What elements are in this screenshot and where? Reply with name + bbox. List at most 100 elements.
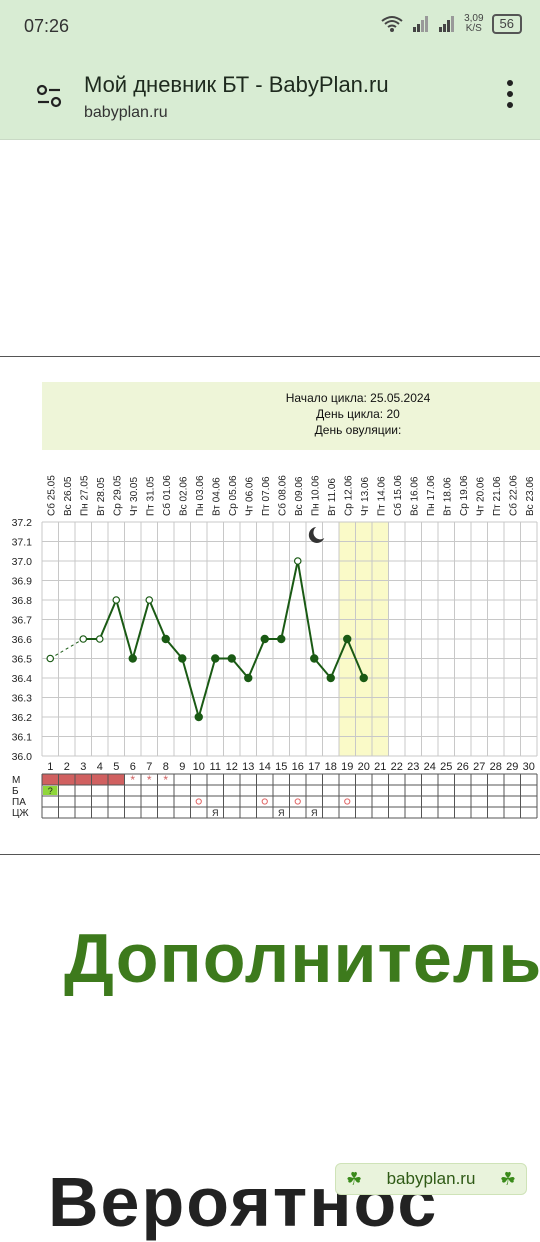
date-label: Чт 20.06 [475,477,486,516]
y-tick-label: 36.5 [12,654,33,666]
day-number: 5 [113,761,119,773]
section-heading: Дополнитель [64,919,540,997]
menses-bar [42,774,125,785]
more-options-icon[interactable] [502,80,518,114]
status-bar: 07:26 3,09 K/S 56 [0,0,540,54]
divider-bottom [0,854,540,855]
day-number: 28 [490,761,502,773]
date-label: Вс 02.06 [178,476,189,516]
y-tick-label: 36.9 [12,576,33,588]
pa-mark-icon [195,798,202,805]
date-label: Сб 22.06 [507,475,519,516]
day-number: 1 [47,761,53,773]
date-label: Сб 15.06 [392,475,404,516]
temp-segment [280,560,299,640]
date-label: Пн 17.06 [426,475,437,516]
temp-point [128,654,137,663]
cz-mark-label: Я [278,808,285,818]
day-number: 19 [341,761,353,773]
date-label: Вс 09.06 [294,476,305,516]
temp-point [112,596,121,604]
signal-icon [413,16,429,32]
temp-point [359,673,368,683]
day-number: 20 [358,761,370,773]
day-number: 3 [80,761,86,773]
temp-segment [131,599,151,659]
day-number: 30 [523,761,535,773]
row-label: ПА [12,797,26,808]
battery-icon: 56 [491,14,522,34]
row-label: М [12,775,20,786]
tune-icon[interactable] [36,84,62,108]
temp-point [227,654,236,663]
menses-star-icon: * [130,773,135,787]
date-label: Ср 29.05 [112,475,123,516]
temp-point [145,596,154,604]
y-tick-label: 36.6 [12,634,33,646]
day-number: 6 [130,761,136,773]
row-label: Б [12,786,19,797]
babyplan-badge[interactable]: ☘ babyplan.ru ☘ [335,1163,527,1195]
temp-point [79,635,88,643]
b-mark-label: ? [48,786,53,796]
day-number: 14 [259,761,271,773]
day-number: 12 [226,761,238,773]
temp-point [260,634,269,644]
temp-segment [197,658,217,718]
day-number: 13 [242,761,254,773]
temp-segment [329,638,349,679]
page-title: Мой дневник БТ - BabyPlan.ru [84,72,389,97]
date-label: Сб 25.05 [45,475,57,516]
date-label: Пн 10.06 [310,475,321,516]
speed-unit: K/S [465,23,482,34]
bbt-chart: Начало цикла: 25.05.2024 День цикла: 20 … [0,380,540,830]
date-label: Ср 12.06 [343,475,354,516]
day-number: 15 [275,761,287,773]
day-number: 4 [97,761,103,773]
day-number: 26 [457,761,469,773]
date-label: Сб 01.06 [161,475,173,516]
divider-top [0,356,540,357]
status-time: 07:26 [24,16,70,36]
temp-segment [98,599,118,640]
temp-segment [230,657,250,679]
temp-point [211,654,220,663]
temp-point [326,673,335,683]
y-tick-label: 36.7 [12,615,33,627]
temp-point [194,712,203,722]
temp-segment [346,638,365,679]
cycle-day-label: День цикла: 20 [316,407,400,421]
y-tick-label: 36.4 [12,673,33,685]
status-icons: 3,09 K/S 56 [380,14,522,34]
date-label: Пт 14.06 [376,476,387,516]
day-number: 22 [391,761,403,773]
bbt-chart-svg: Начало цикла: 25.05.2024 День цикла: 20 … [12,382,540,819]
date-label: Вс 16.06 [409,476,420,516]
date-label: Ср 19.06 [459,475,470,516]
y-tick-label: 36.0 [12,751,33,763]
day-number: 16 [292,761,304,773]
date-label: Чт 06.06 [244,477,255,516]
date-label: Пт 31.05 [145,476,156,516]
pa-mark-icon [294,798,301,805]
temp-segment [296,560,316,659]
temp-point [310,654,319,663]
day-number: 25 [440,761,452,773]
day-number: 23 [407,761,419,773]
day-number: 9 [179,761,185,773]
temp-segment [115,599,134,659]
moon-icon [308,527,325,543]
date-label: Пт 21.06 [492,476,503,516]
day-number: 11 [210,761,221,773]
date-label: Чт 30.05 [129,477,140,516]
temp-point [293,557,302,565]
date-label: Пн 03.06 [195,475,206,516]
date-label: Пт 07.06 [261,476,272,516]
date-label: Вт 28.05 [96,477,107,516]
cz-mark-label: Я [212,808,219,818]
day-number: 7 [146,761,152,773]
temp-segment [247,638,266,679]
temp-segment [164,638,184,660]
date-label: Сб 08.06 [276,475,288,516]
temp-segment [181,658,200,718]
